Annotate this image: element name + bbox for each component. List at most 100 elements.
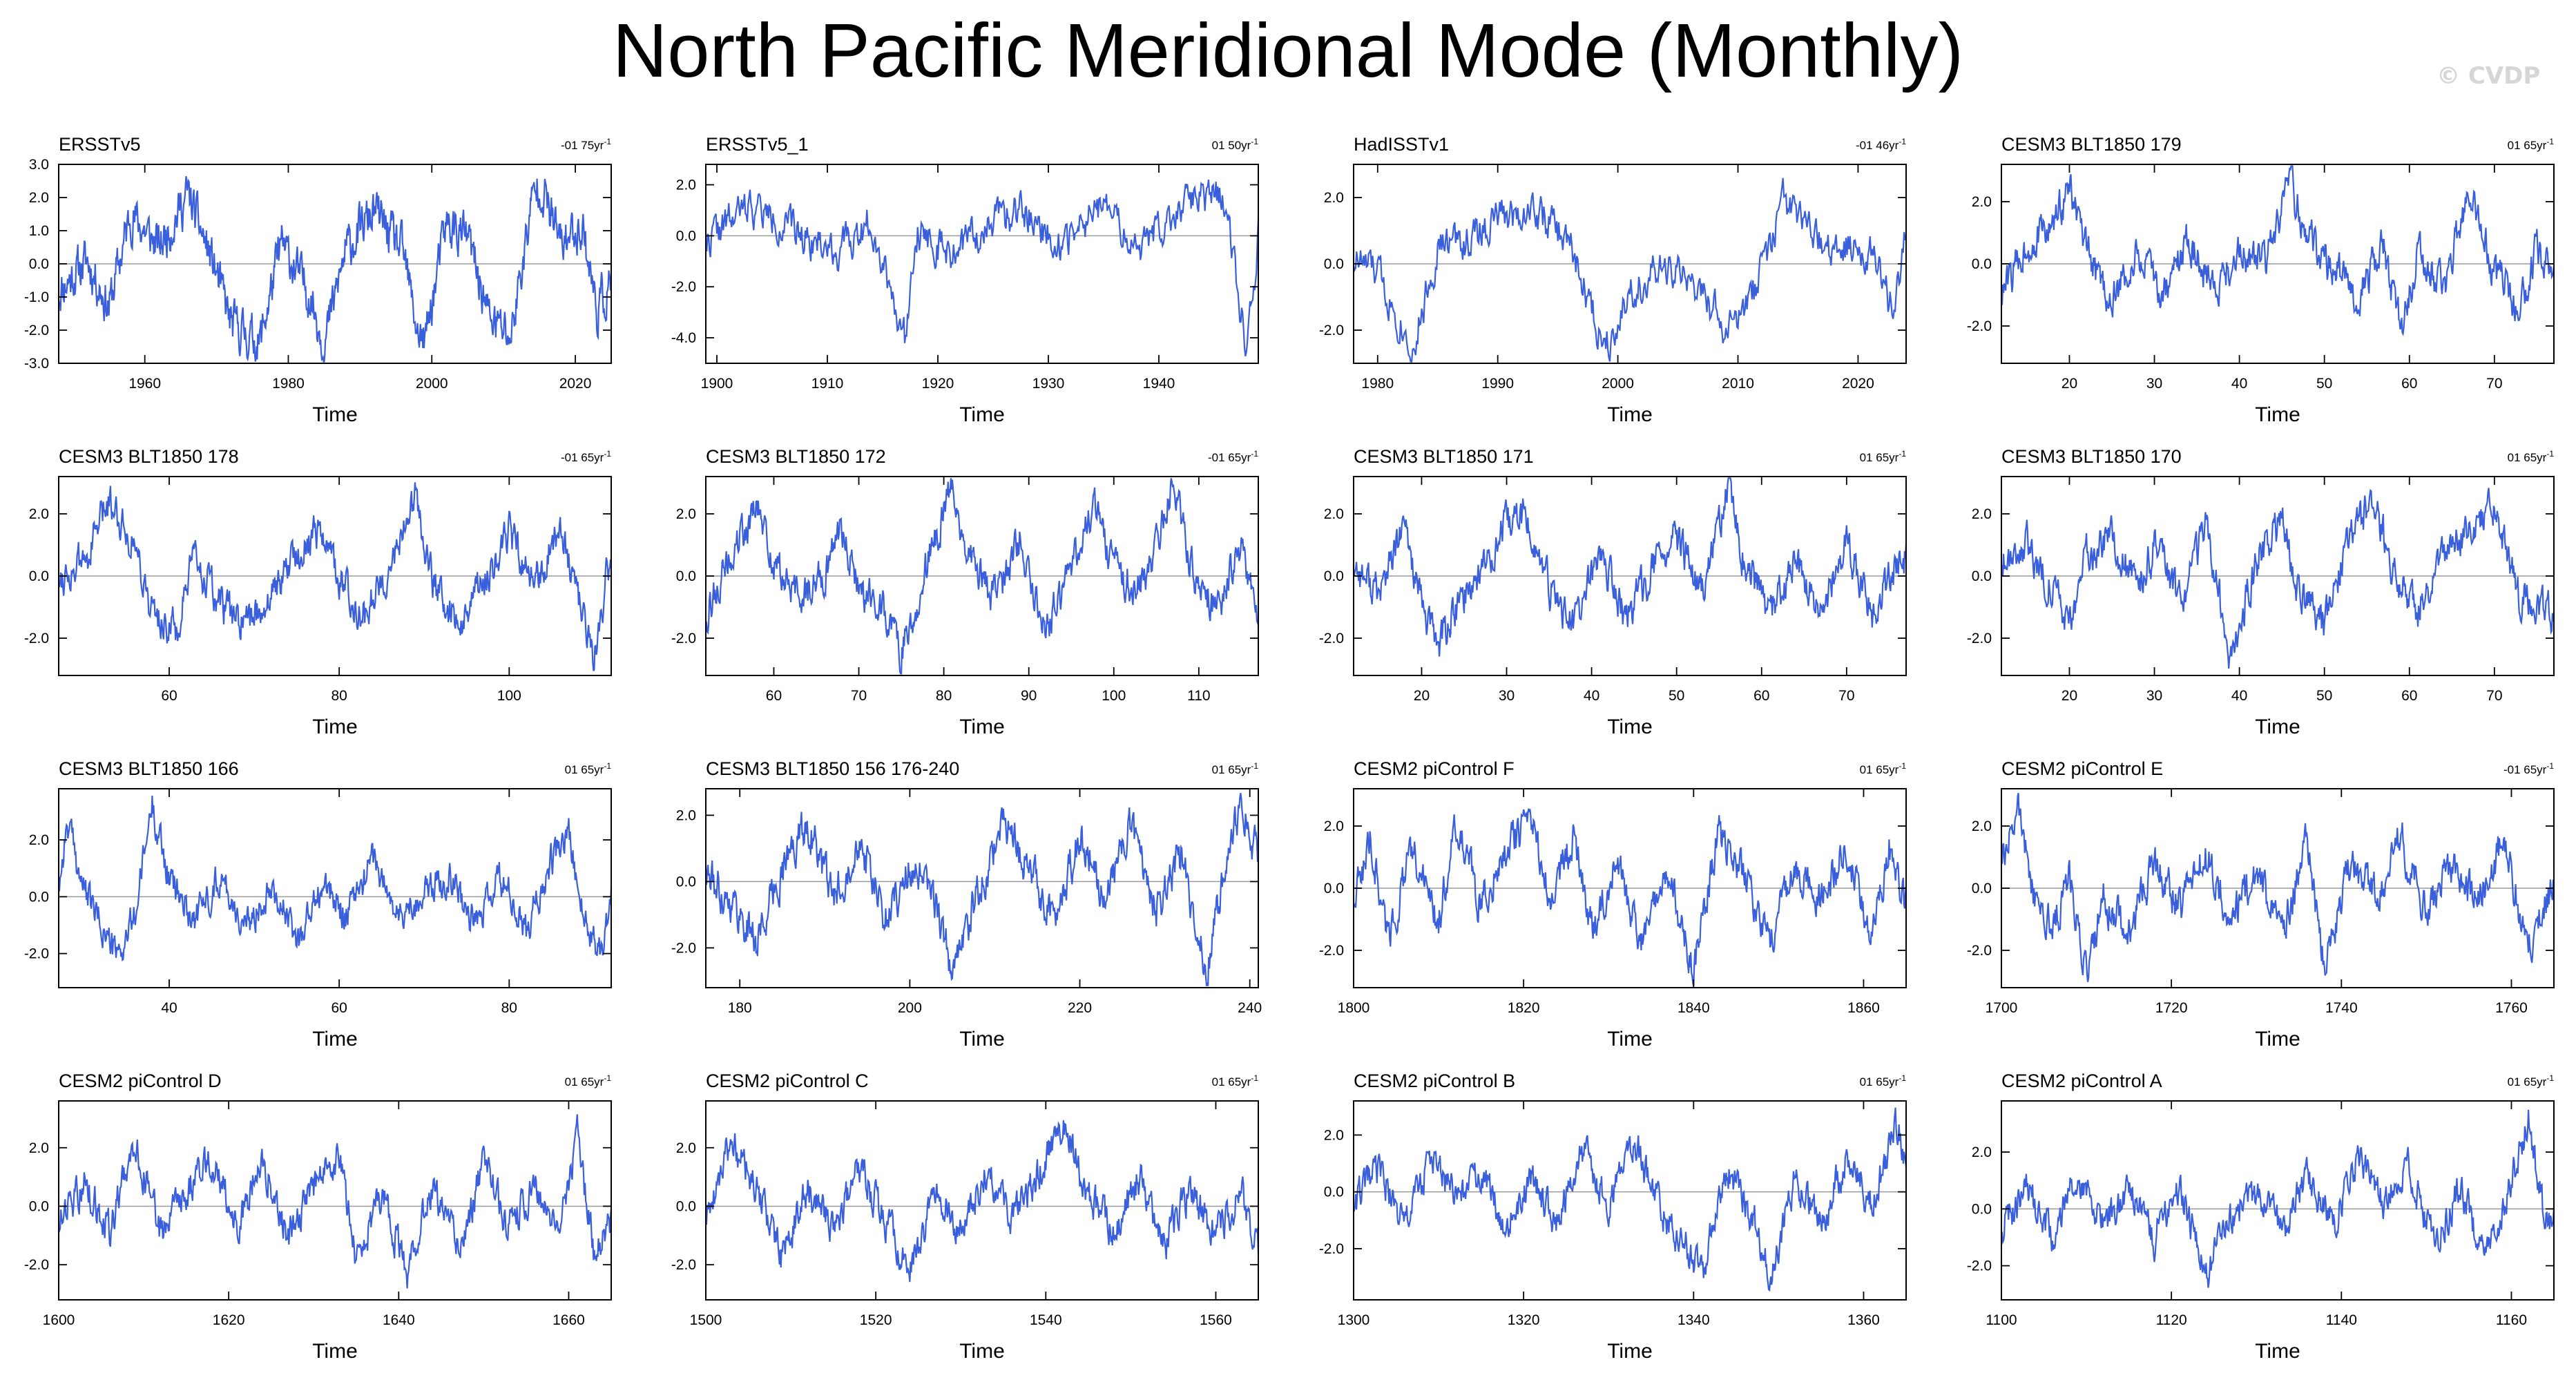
x-tick-label: 1660 — [552, 1312, 585, 1328]
x-axis-label: Time — [959, 1340, 1005, 1363]
series-line — [58, 795, 613, 961]
series-line — [2000, 488, 2555, 669]
plot-frame — [705, 788, 1259, 988]
plot-frame — [705, 1100, 1259, 1301]
panel-title: CESM2 piControl B — [1354, 1071, 1515, 1091]
trend-label: 01 65yr-1 — [565, 761, 612, 776]
trend-exponent: -1 — [1251, 137, 1258, 146]
chart-panel: CESM3 BLT1850 171 01 65yr-1 2.0 0.0 -2.0 20 30… — [1319, 446, 1907, 738]
trend-label: -01 65yr-1 — [2503, 761, 2554, 776]
x-tick-label: 1560 — [1200, 1312, 1232, 1328]
trend-label: 01 50yr-1 — [1212, 137, 1259, 152]
trend-exponent: -1 — [2546, 761, 2554, 771]
y-tick-label: 0.0 — [676, 1198, 696, 1214]
x-tick-label: 1100 — [1986, 1312, 2017, 1328]
chart-panel: CESM3 BLT1850 179 01 65yr-1 2.0 0.0 -2.0 20 30… — [1967, 134, 2555, 426]
y-tick-label: 0.0 — [29, 568, 49, 584]
y-tick-label: 0.0 — [1324, 881, 1344, 896]
y-tick-label: -2.0 — [24, 946, 49, 962]
x-axis-label: Time — [1607, 716, 1653, 738]
y-tick-label: -2.0 — [24, 323, 49, 338]
x-tick-label: 1800 — [1338, 1000, 1370, 1016]
x-tick-label: 1980 — [272, 376, 305, 392]
trend-exponent: -1 — [2546, 449, 2554, 459]
series-line — [57, 482, 613, 671]
trend-label: 01 65yr-1 — [2508, 137, 2555, 152]
y-tick-label: 2.0 — [29, 506, 49, 522]
x-tick-label: 2000 — [1602, 376, 1634, 392]
y-tick-label: 2.0 — [676, 506, 696, 522]
x-tick-label: 2020 — [1842, 376, 1874, 392]
x-tick-label: 1360 — [1847, 1312, 1880, 1328]
panel-title: CESM2 piControl D — [59, 1071, 222, 1091]
y-tick-label: 0.0 — [676, 874, 696, 890]
series-line — [1353, 808, 1907, 987]
x-tick-label: 40 — [2231, 376, 2247, 392]
chart-panel: CESM2 piControl B 01 65yr-1 2.0 0.0 -2.0 1300… — [1319, 1071, 1907, 1363]
trend-value: 01 65yr — [1860, 1075, 1899, 1088]
y-tick-label: 0.0 — [1972, 256, 1992, 272]
panel-title: CESM3 BLT1850 171 — [1354, 446, 1534, 467]
x-tick-label: 1740 — [2325, 1000, 2358, 1016]
y-tick-label: 2.0 — [1972, 1144, 1992, 1160]
x-tick-label: 70 — [2486, 688, 2502, 704]
x-tick-label: 1500 — [690, 1312, 722, 1328]
x-tick-label: 60 — [2401, 376, 2417, 392]
trend-label: 01 65yr-1 — [1212, 761, 1259, 776]
x-tick-label: 1540 — [1030, 1312, 1062, 1328]
y-tick-label: 2.0 — [29, 190, 49, 206]
chart-panel: CESM3 BLT1850 172 -01 65yr-1 2.0 0.0 -2.0 60 7… — [671, 446, 1260, 738]
trend-exponent: -1 — [1251, 449, 1258, 459]
x-axis-label: Time — [312, 1340, 358, 1363]
chart-panel: CESM2 piControl D 01 65yr-1 2.0 0.0 -2.0 1600… — [24, 1071, 613, 1363]
trend-value: -01 46yr — [1856, 139, 1899, 152]
y-tick-label: -4.0 — [671, 330, 696, 346]
x-axis-label: Time — [959, 403, 1005, 426]
x-tick-label: 60 — [2401, 688, 2417, 704]
y-tick-label: 0.0 — [1324, 256, 1344, 272]
y-tick-label: -2.0 — [1967, 318, 1992, 334]
trend-label: -01 46yr-1 — [1856, 137, 1906, 152]
x-tick-label: 1760 — [2495, 1000, 2528, 1016]
series-line — [1352, 178, 1907, 363]
y-tick-label: 2.0 — [1324, 506, 1344, 522]
trend-exponent: -1 — [2546, 137, 2554, 146]
x-tick-label: 50 — [2316, 376, 2332, 392]
y-tick-label: -3.0 — [24, 356, 49, 372]
panel-title: CESM3 BLT1850 166 — [59, 758, 239, 779]
panel-title: CESM3 BLT1850 172 — [706, 446, 886, 467]
trend-label: 01 65yr-1 — [2508, 1073, 2555, 1088]
x-tick-label: 2000 — [416, 376, 448, 392]
plot-frame — [58, 1100, 612, 1301]
x-tick-label: 100 — [1102, 688, 1126, 704]
y-tick-label: 2.0 — [1324, 190, 1344, 206]
series-line — [58, 1114, 613, 1289]
y-tick-label: 0.0 — [29, 256, 49, 272]
x-tick-label: 1900 — [701, 376, 733, 392]
x-tick-label: 40 — [2231, 688, 2247, 704]
y-tick-label: -2.0 — [1967, 1258, 1992, 1274]
x-tick-label: 1120 — [2156, 1312, 2187, 1328]
y-tick-label: 2.0 — [1972, 506, 1992, 522]
x-tick-label: 1980 — [1361, 376, 1394, 392]
panel-title: CESM3 BLT1850 156 176-240 — [706, 758, 959, 779]
x-tick-label: 1320 — [1508, 1312, 1540, 1328]
x-axis-label: Time — [2255, 716, 2300, 738]
x-tick-label: 100 — [497, 688, 521, 704]
x-tick-label: 1600 — [43, 1312, 75, 1328]
y-tick-label: -2.0 — [1319, 1241, 1344, 1257]
y-tick-label: -2.0 — [24, 1257, 49, 1273]
trend-value: 01 65yr — [1212, 763, 1251, 776]
trend-label: 01 65yr-1 — [1212, 1073, 1259, 1088]
trend-label: 01 65yr-1 — [1860, 761, 1907, 776]
trend-value: 01 65yr — [1212, 1075, 1251, 1088]
x-tick-label: 20 — [2061, 688, 2077, 704]
x-tick-label: 1820 — [1508, 1000, 1540, 1016]
x-tick-label: 50 — [2316, 688, 2332, 704]
y-tick-label: 2.0 — [676, 1140, 696, 1156]
trend-label: -01 75yr-1 — [561, 137, 611, 152]
series-line — [1352, 477, 1907, 657]
x-tick-label: 1640 — [383, 1312, 415, 1328]
y-tick-label: 0.0 — [29, 889, 49, 905]
